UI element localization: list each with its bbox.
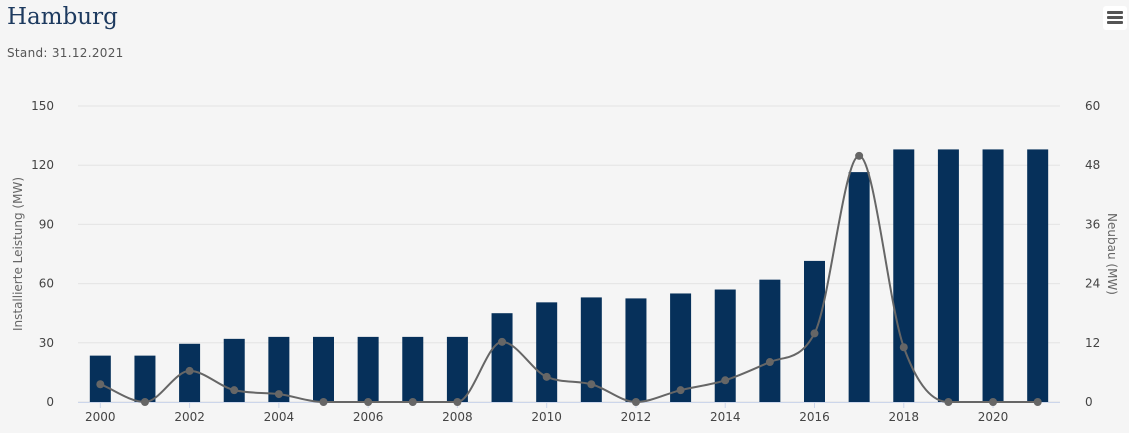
x-axis-tick-label: 2012 [621, 410, 652, 424]
bar [223, 338, 245, 402]
neubau-point [542, 372, 551, 381]
neubau-point [989, 398, 998, 406]
bar [89, 355, 111, 402]
neubau-point [944, 398, 953, 406]
y-axis-tick-label: 0 [46, 395, 54, 409]
y2-axis-tick-label: 24 [1085, 277, 1100, 291]
neubau-point [855, 151, 864, 160]
neubau-point [274, 390, 283, 399]
neubau-point [408, 398, 417, 406]
neubau-point [185, 366, 194, 375]
bar [1027, 149, 1049, 402]
hamburger-menu-icon [1107, 11, 1123, 24]
x-axis-tick-label: 2014 [710, 410, 741, 424]
neubau-point [498, 337, 507, 346]
bar [670, 293, 692, 402]
y-axis-title: Installierte Leistung (MW) [11, 177, 25, 331]
neubau-point [899, 343, 908, 352]
bar [536, 302, 558, 402]
neubau-point [810, 329, 819, 338]
bar [848, 172, 870, 402]
bar [893, 149, 915, 402]
y-axis-tick-label: 60 [39, 277, 54, 291]
x-axis-tick-label: 2002 [174, 410, 205, 424]
neubau-point [230, 386, 239, 395]
chart-subtitle: Stand: 31.12.2021 [7, 46, 124, 60]
neubau-point [319, 398, 328, 406]
bar [134, 355, 156, 402]
x-axis-tick-label: 2004 [264, 410, 295, 424]
bar [580, 297, 602, 402]
bar [982, 149, 1004, 402]
y2-axis-tick-label: 12 [1085, 336, 1100, 350]
y2-axis-tick-label: 60 [1085, 99, 1100, 113]
x-axis-tick-label: 2006 [353, 410, 384, 424]
y-axis-tick-label: 90 [39, 217, 54, 231]
neubau-point [140, 398, 149, 406]
x-axis-tick-label: 2008 [442, 410, 473, 424]
neubau-point [631, 398, 640, 406]
bar [491, 313, 513, 402]
x-axis-tick-label: 2018 [888, 410, 919, 424]
bar [759, 279, 781, 402]
x-axis-tick-label: 2010 [531, 410, 562, 424]
chart-menu-button[interactable] [1103, 6, 1127, 30]
y-axis-tick-label: 150 [31, 99, 54, 113]
bar [402, 336, 424, 402]
bar [937, 149, 959, 402]
y2-axis-tick-label: 0 [1085, 395, 1093, 409]
neubau-point [453, 398, 462, 406]
bar [268, 336, 290, 402]
y2-axis-tick-label: 36 [1085, 217, 1100, 231]
neubau-point [587, 380, 596, 389]
x-axis-tick-label: 2000 [85, 410, 116, 424]
y-axis-tick-label: 120 [31, 158, 54, 172]
bar [714, 289, 736, 402]
neubau-point [765, 358, 774, 367]
neubau-point [364, 398, 373, 406]
bar [625, 298, 647, 402]
bar [313, 336, 334, 402]
y-axis-tick-label: 30 [39, 336, 54, 350]
neubau-point [676, 386, 685, 395]
bar [446, 336, 468, 402]
neubau-point [96, 380, 105, 389]
bar [357, 336, 379, 402]
neubau-point [1033, 398, 1042, 406]
x-axis-tick-label: 2016 [799, 410, 830, 424]
y2-axis-title: Neubau (MW) [1105, 213, 1119, 295]
y2-axis-tick-label: 48 [1085, 158, 1100, 172]
neubau-point [721, 376, 730, 385]
x-axis-tick-label: 2020 [978, 410, 1009, 424]
chart-title: Hamburg [7, 4, 118, 30]
